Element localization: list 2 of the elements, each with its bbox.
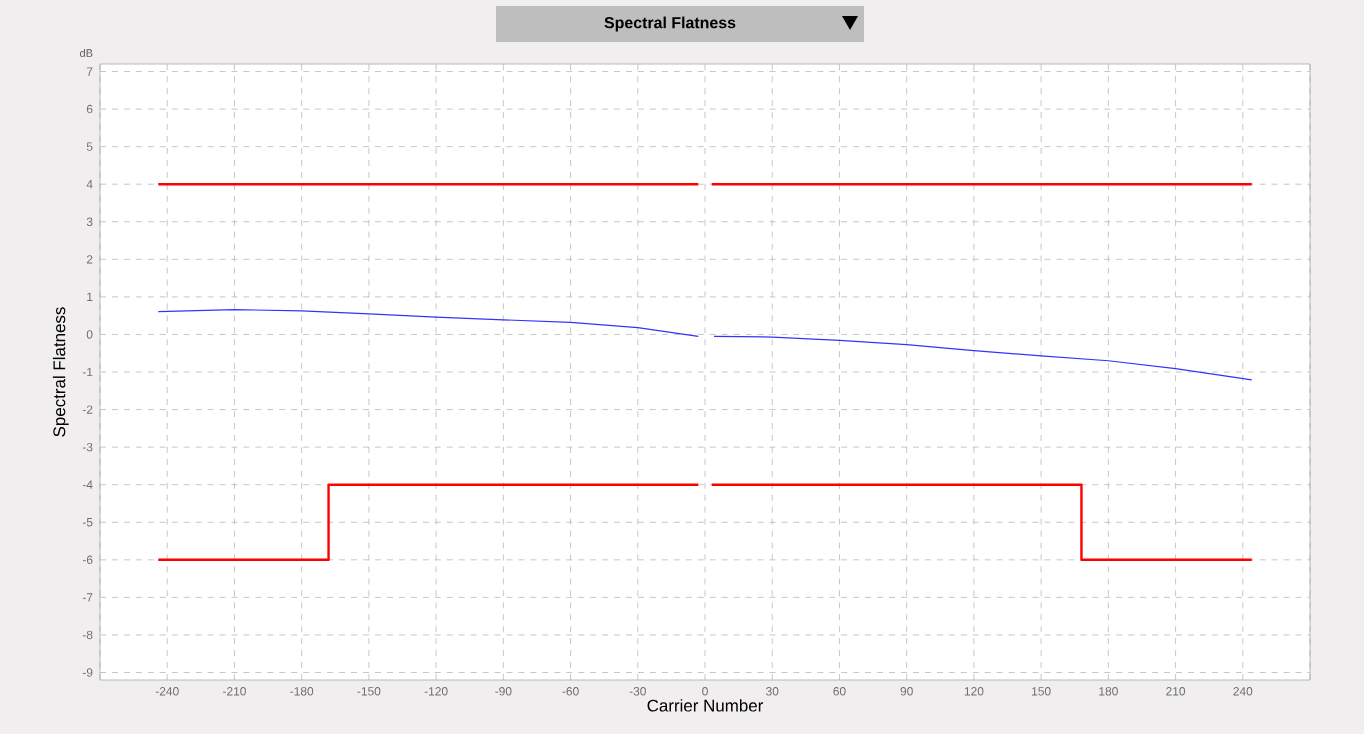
y-axis-title: Spectral Flatness	[52, 307, 69, 437]
x-axis-title: Carrier Number	[647, 699, 764, 712]
